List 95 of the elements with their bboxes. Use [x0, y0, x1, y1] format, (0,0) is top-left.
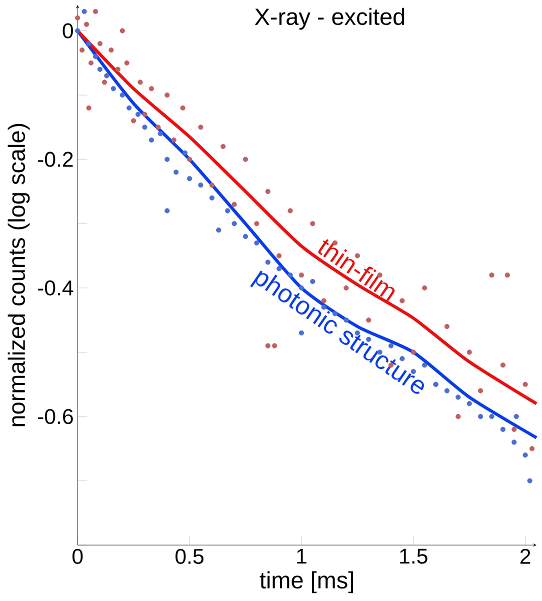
- point: [399, 298, 405, 304]
- point: [164, 156, 170, 162]
- point: [102, 80, 107, 85]
- point: [232, 221, 237, 226]
- x-axis-title: time [ms]: [260, 571, 353, 594]
- point: [74, 15, 80, 20]
- point: [108, 48, 114, 53]
- point: [265, 260, 270, 265]
- point: [444, 388, 450, 394]
- point: [455, 414, 461, 420]
- point: [522, 452, 528, 458]
- point: [232, 202, 237, 207]
- point: [500, 362, 506, 368]
- point: [120, 28, 125, 34]
- point: [110, 86, 116, 92]
- point: [444, 324, 450, 330]
- point: [138, 80, 143, 85]
- point: [126, 105, 132, 110]
- point: [242, 234, 248, 240]
- point: [84, 22, 89, 27]
- point: [115, 66, 120, 72]
- point: [158, 131, 163, 136]
- x-tick-label: 0.5: [175, 548, 204, 564]
- point: [88, 60, 94, 66]
- point: [198, 124, 204, 130]
- point: [276, 253, 282, 258]
- y-tick-label: -0.2: [38, 152, 73, 167]
- point: [148, 138, 154, 143]
- point: [265, 343, 270, 348]
- point: [186, 176, 192, 182]
- x-tick-label: 1: [296, 548, 306, 564]
- point: [164, 208, 170, 214]
- point: [504, 272, 510, 278]
- point: [155, 124, 161, 130]
- x-tick-label: 1.5: [400, 548, 428, 564]
- point: [511, 440, 517, 445]
- point: [466, 350, 472, 355]
- point: [488, 272, 494, 278]
- point: [466, 401, 472, 406]
- point: [209, 182, 214, 188]
- point: [186, 156, 192, 162]
- point: [254, 240, 260, 246]
- point: [216, 228, 222, 233]
- point: [135, 112, 140, 117]
- point: [86, 41, 92, 46]
- point: [198, 182, 204, 188]
- x-tick-label: 0: [72, 548, 83, 564]
- x-tick-label: 2: [520, 548, 530, 564]
- point: [171, 138, 176, 143]
- point: [242, 156, 248, 162]
- point: [478, 414, 483, 420]
- point: [92, 8, 98, 14]
- point: [79, 48, 84, 53]
- point: [514, 414, 519, 420]
- point: [209, 195, 214, 200]
- point: [478, 388, 483, 394]
- point: [74, 28, 80, 34]
- point: [265, 188, 270, 194]
- point: [288, 208, 293, 214]
- point: [527, 478, 532, 484]
- point: [272, 343, 277, 348]
- point: [124, 60, 130, 66]
- point: [173, 170, 178, 175]
- point: [164, 92, 170, 98]
- point: [180, 105, 186, 110]
- point: [310, 221, 316, 226]
- point: [455, 394, 461, 400]
- point: [224, 208, 230, 214]
- point: [522, 382, 528, 387]
- point: [82, 8, 87, 14]
- y-tick-label: -0.4: [38, 280, 74, 296]
- y-tick-label: -0.6: [38, 408, 73, 424]
- point: [220, 144, 226, 150]
- point: [500, 426, 506, 432]
- point: [92, 54, 98, 60]
- point: [422, 285, 427, 290]
- point: [130, 118, 136, 124]
- point: [182, 150, 188, 156]
- point: [97, 41, 102, 46]
- point: [343, 318, 349, 323]
- point: [120, 92, 125, 98]
- point: [366, 318, 371, 323]
- chart-title: X-ray - excited: [254, 8, 404, 30]
- point: [142, 124, 148, 130]
- point: [511, 426, 517, 432]
- point: [142, 112, 148, 117]
- point: [86, 105, 92, 110]
- point: [488, 414, 494, 420]
- point: [104, 73, 110, 78]
- point: [254, 221, 260, 226]
- point: [148, 86, 154, 92]
- point: [97, 66, 102, 72]
- y-tick-label: 0: [62, 23, 73, 38]
- y-axis-title: normalized counts (log scale): [8, 124, 30, 426]
- point: [529, 446, 534, 452]
